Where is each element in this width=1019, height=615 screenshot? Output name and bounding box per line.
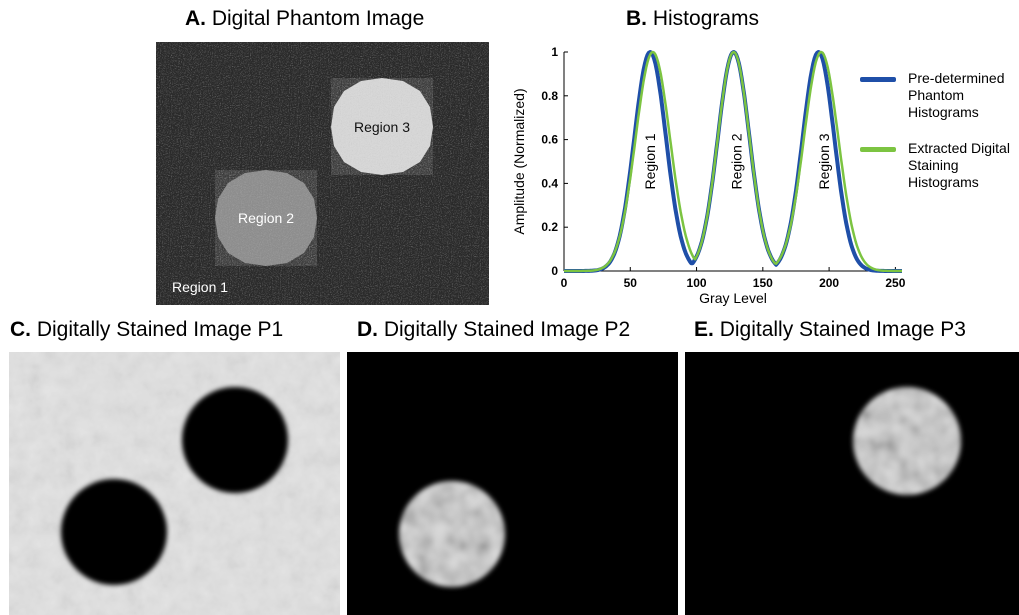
panel-d-title: D. Digitally Stained Image P2: [357, 318, 630, 342]
panel-e-prefix: E.: [694, 318, 714, 341]
y-tick-label: 0.6: [541, 133, 558, 147]
phantom-region-2-disk: [215, 170, 317, 266]
stained-p2-svg: [347, 352, 678, 615]
stained-p3-svg: [685, 352, 1019, 615]
annotation-region-3: Region 3: [816, 133, 832, 189]
legend-label-extracted: Extracted Digital Staining Histograms: [908, 140, 1010, 190]
phantom-background: [156, 42, 489, 305]
x-tick-label: 50: [624, 276, 638, 290]
y-axis-label: Amplitude (Normalized): [511, 88, 527, 234]
region-2-label: Region 2: [238, 210, 294, 226]
y-tick-label: 0.4: [541, 176, 558, 190]
legend-item-extracted: Extracted Digital Staining Histograms: [860, 140, 1018, 191]
legend-swatch-predetermined: [860, 77, 896, 82]
stained-p2-background: [347, 352, 678, 615]
x-tick-label: 150: [753, 276, 773, 290]
stained-p3-bright-disk-region-3: [853, 387, 961, 495]
annotation-region-2: Region 2: [728, 133, 744, 189]
stained-p2-bright-disk-region-2: [399, 481, 505, 587]
panel-a-prefix: A.: [185, 7, 206, 30]
annotation-region-1: Region 1: [642, 133, 658, 189]
panel-b-prefix: B.: [626, 7, 647, 30]
stained-image-p3: [685, 352, 1019, 615]
region-1-label: Region 1: [172, 279, 228, 295]
legend-swatch-extracted: [860, 147, 896, 152]
panel-a-title: A. Digital Phantom Image: [185, 7, 424, 31]
stained-p1-dark-disk-region-3: [182, 387, 288, 493]
chart-ticks: 0 50 100 150 200 250 0 0.2 0.4 0.6 0.8 1: [541, 45, 905, 290]
panel-a-title-text: Digital Phantom Image: [211, 7, 425, 30]
y-tick-label: 0.2: [541, 220, 558, 234]
phantom-image: Region 1 Region 2 Region 3: [156, 42, 489, 305]
x-tick-label: 250: [885, 276, 905, 290]
panel-c-title: C. Digitally Stained Image P1: [10, 318, 283, 342]
panel-e-title: E. Digitally Stained Image P3: [694, 318, 966, 342]
chart-annotations: Region 1 Region 2 Region 3: [642, 133, 832, 189]
stained-p1-dark-disk-region-2: [61, 479, 167, 585]
panel-d-title-text: Digitally Stained Image P2: [383, 318, 631, 341]
y-tick-label: 0.8: [541, 89, 558, 103]
stained-p1-svg: [9, 352, 340, 615]
x-tick-label: 100: [687, 276, 707, 290]
panel-b-title: B. Histograms: [626, 7, 759, 31]
series-line-extracted: [564, 50, 902, 273]
stained-p1-background: [9, 352, 340, 615]
phantom-region-3-disk: [331, 78, 433, 175]
region-3-label: Region 3: [354, 119, 410, 135]
x-tick-label: 0: [561, 276, 568, 290]
x-axis-label: Gray Level: [699, 290, 767, 306]
stained-image-p2: [347, 352, 678, 615]
panel-c-title-text: Digitally Stained Image P1: [36, 318, 284, 341]
x-tick-label: 200: [819, 276, 839, 290]
stained-image-p1: [9, 352, 340, 615]
y-tick-label: 0: [551, 264, 558, 278]
chart-axes: [563, 52, 902, 272]
legend-item-predetermined: Pre-determined Phantom Histograms: [860, 70, 1018, 121]
stained-p3-background: [685, 352, 1019, 615]
y-tick-label: 1: [551, 45, 558, 59]
panel-c-prefix: C.: [10, 318, 31, 341]
legend-label-predetermined: Pre-determined Phantom Histograms: [908, 70, 1005, 120]
phantom-svg: Region 1 Region 2 Region 3: [156, 42, 489, 305]
chart-series: [563, 50, 903, 273]
panel-e-title-text: Digitally Stained Image P3: [719, 318, 966, 341]
panel-b-title-text: Histograms: [652, 7, 760, 30]
panel-d-prefix: D.: [357, 318, 378, 341]
